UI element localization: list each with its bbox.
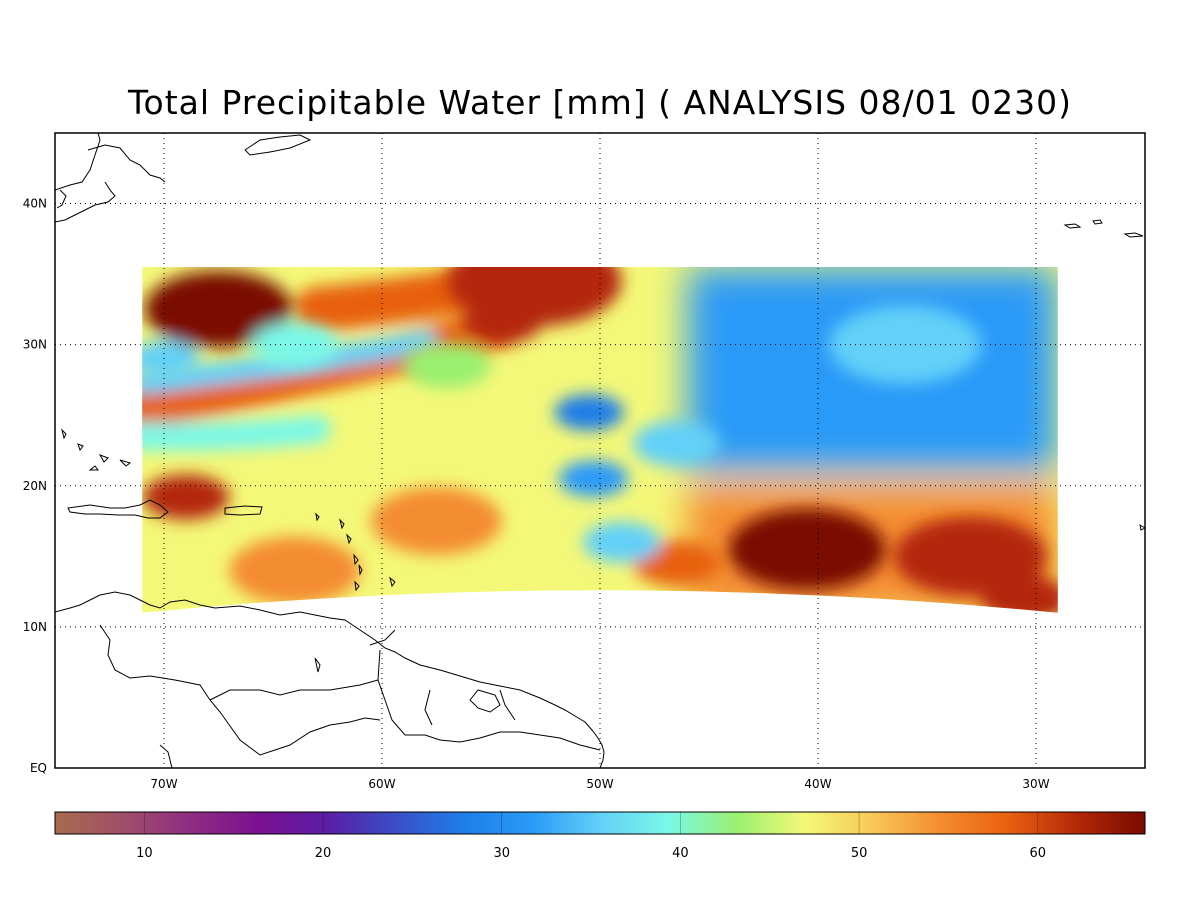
- colorbar-tick-label: 30: [493, 846, 510, 861]
- y-tick-label: 30N: [23, 338, 47, 352]
- precipitable-water-field: [142, 267, 1058, 613]
- coast-puerto-rico: [224, 505, 263, 516]
- field-blob-9: [371, 487, 502, 555]
- colorbar-tick-label: 50: [851, 846, 868, 861]
- field-blob-14: [632, 420, 720, 467]
- colorbar-tick-label: 40: [672, 846, 689, 861]
- field-blob-6: [142, 474, 230, 520]
- map-title: Total Precipitable Water [mm] ( ANALYSIS…: [127, 83, 1072, 122]
- colorbar-tick-label: 10: [136, 846, 153, 861]
- longitude-tick-labels: 70W 60W 50W 40W 30W: [150, 777, 1049, 791]
- y-tick-label: EQ: [30, 761, 47, 775]
- field-blob-11: [558, 460, 629, 497]
- field-band-0: [142, 310, 511, 428]
- colorbar: [54, 811, 1146, 835]
- y-tick-label: 20N: [23, 479, 47, 493]
- coast-north-america: [55, 133, 312, 223]
- field-blob-12: [582, 521, 662, 563]
- colorbar-tick-label: 60: [1030, 846, 1047, 861]
- x-tick-label: 70W: [150, 777, 177, 791]
- x-tick-label: 30W: [1022, 777, 1049, 791]
- coast-hispaniola: [67, 499, 169, 519]
- field-blobs: [142, 267, 1058, 613]
- colorbar-tick-labels: 10 20 30 40 50 60: [136, 812, 1046, 861]
- field-blob-8: [229, 536, 361, 605]
- field-blob-10: [554, 394, 624, 431]
- map-frame: [54, 132, 1146, 769]
- y-tick-label: 10N: [23, 620, 47, 634]
- field-blob-0: [144, 271, 293, 348]
- field-blob-4: [894, 516, 1047, 596]
- field-band-3: [142, 415, 331, 451]
- coast-bahamas: [61, 428, 132, 471]
- field-blob-1: [447, 267, 622, 327]
- latitude-tick-labels: EQ 10N 20N 30N 40N: [23, 197, 47, 775]
- x-tick-label: 50W: [586, 777, 613, 791]
- field-blob-16: [251, 322, 339, 368]
- y-tick-label: 40N: [23, 197, 47, 211]
- coastlines: [55, 133, 1145, 768]
- field-blob-2: [462, 303, 542, 344]
- coast-atlantic-islands: [1063, 219, 1145, 531]
- coast-lesser-antilles: [315, 512, 396, 592]
- coast-south-america: [55, 591, 605, 768]
- coast-interior-borders: [99, 624, 601, 768]
- colorbar-tick-label: 20: [315, 846, 332, 861]
- x-tick-label: 40W: [804, 777, 831, 791]
- x-tick-label: 60W: [368, 777, 395, 791]
- field-blob-17: [403, 343, 491, 389]
- field-blob-3: [728, 508, 886, 590]
